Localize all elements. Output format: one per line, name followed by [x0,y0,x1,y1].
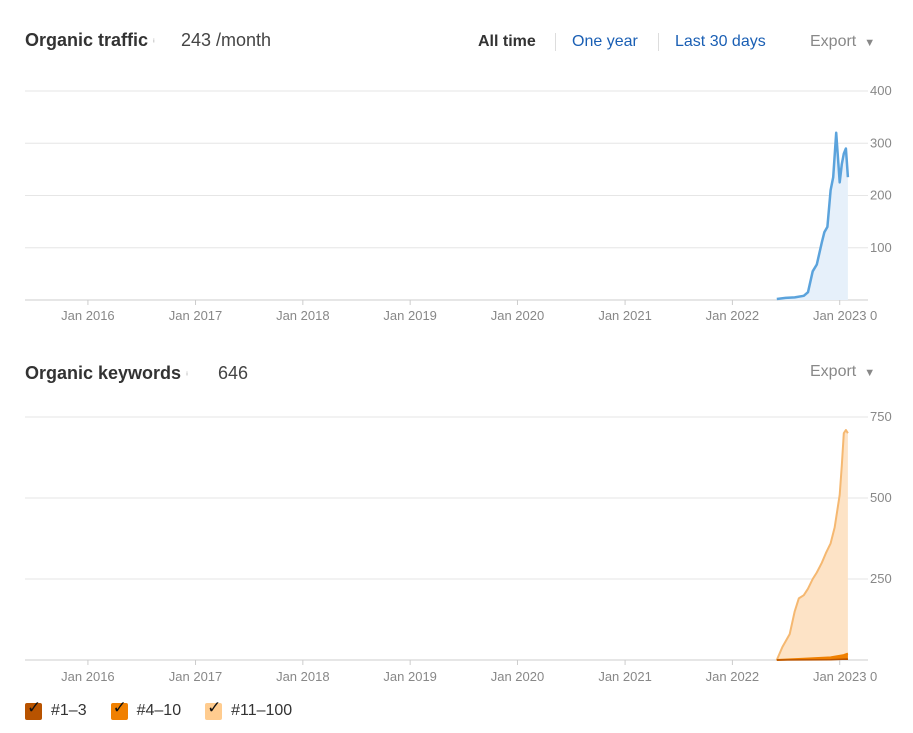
legend-item-4-10[interactable]: ✓ #4–10 [110,699,182,720]
y-tick-label: 300 [870,135,892,150]
organic-keywords-label: Organic keywords [25,363,182,383]
chevron-down-icon: ▼ [864,367,876,379]
traffic-export-button[interactable]: Export ▼ [810,33,875,51]
x-tick-label: Jan 2023 [813,669,867,684]
traffic-grid [25,90,868,305]
checkbox-icon[interactable]: ✓ [205,699,223,720]
keywords-series-line [775,429,849,661]
keywords-series-line [776,658,848,661]
organic-traffic-title: Organic traffic ⁱ [25,30,155,51]
chevron-down-icon: ▼ [864,37,876,49]
keywords-grid [25,416,868,665]
tab-all-time[interactable]: All time [478,33,536,50]
tab-divider [658,33,659,51]
traffic-area-fill [776,132,848,300]
traffic-x-axis: Jan 2016 Jan 2017 Jan 2018 Jan 2019 Jan 2020… [61,308,866,323]
x-tick-label: Jan 2017 [169,308,223,323]
y-tick-label: 750 [870,409,892,424]
x-tick-label: Jan 2016 [61,669,115,684]
info-icon[interactable]: ⁱ [153,38,155,49]
checkbox-icon[interactable]: ✓ [25,699,42,720]
traffic-series-line [776,131,850,301]
legend-label: #11–100 [231,702,293,719]
x-tick-label: Jan 2022 [706,669,760,684]
x-tick-label: Jan 2023 [813,308,867,323]
x-tick-label: Jan 2021 [598,308,652,323]
y-tick-label: 200 [870,188,892,203]
y-tick-label: 250 [870,571,892,586]
keywords-y-axis: 0 250 500 750 [870,409,892,684]
export-label: Export [810,363,857,380]
tab-divider [555,33,556,51]
x-tick-label: Jan 2019 [383,308,437,323]
x-tick-label: Jan 2020 [491,308,545,323]
checkbox-icon[interactable]: ✓ [110,699,128,720]
tab-one-year[interactable]: One year [572,33,638,50]
organic-traffic-value: 243 /month [181,30,272,50]
x-tick-label: Jan 2017 [169,669,223,684]
y-tick-label: 500 [870,490,892,505]
legend-label: #4–10 [136,702,182,719]
x-tick-label: Jan 2020 [491,669,545,684]
legend-item-11-100[interactable]: ✓ #11–100 [205,699,293,720]
tab-last-30-days[interactable]: Last 30 days [675,33,766,50]
organic-traffic-label: Organic traffic [25,30,149,50]
keywords-series-line [776,652,849,661]
x-tick-label: Jan 2018 [276,669,330,684]
keywords-export-button[interactable]: Export ▼ [810,363,875,381]
keywords-series-fill [776,430,848,660]
traffic-area [776,131,850,301]
x-tick-label: Jan 2016 [61,308,115,323]
legend-item-1-3[interactable]: ✓ #1–3 [25,699,87,720]
x-tick-label: Jan 2022 [706,308,760,323]
y-tick-label: 100 [870,240,892,255]
organic-keywords-value: 646 [218,363,249,383]
x-tick-label: Jan 2019 [383,669,437,684]
keywords-x-axis: Jan 2016 Jan 2017 Jan 2018 Jan 2019 Jan 2020… [61,669,866,684]
info-icon[interactable]: ⁱ [186,371,188,382]
x-tick-label: Jan 2018 [276,308,330,323]
y-tick-label: 0 [870,308,877,323]
legend-label: #1–3 [51,702,87,719]
organic-keywords-title: Organic keywords ⁱ [25,363,188,384]
traffic-y-axis: 0 100 200 300 400 [870,83,892,323]
export-label: Export [810,33,857,50]
keywords-legend: ✓ #1–3 ✓ #4–10 ✓ #11–100 [25,699,293,720]
keywords-area [775,429,849,661]
y-tick-label: 400 [870,83,892,98]
y-tick-label: 0 [870,669,877,684]
x-tick-label: Jan 2021 [598,669,652,684]
